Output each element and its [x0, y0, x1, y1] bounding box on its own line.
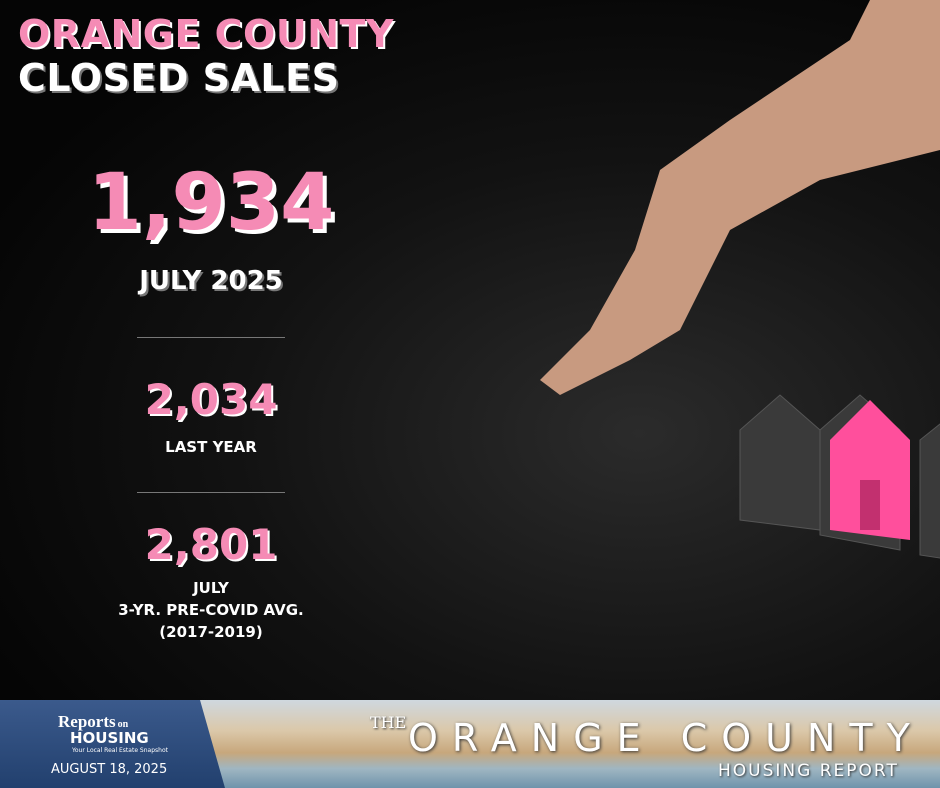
logo-housing: HOUSING — [70, 729, 149, 747]
divider — [137, 492, 285, 493]
current-label: JULY 2025 — [139, 266, 283, 296]
report-the: THE — [370, 713, 407, 732]
pre-covid-label: 3-YR. PRE-COVID AVG. — [118, 601, 304, 619]
logo-tagline: Your Local Real Estate Snapshot — [72, 747, 168, 754]
pre-covid-label: JULY — [193, 579, 229, 597]
current-value: 1,934 — [87, 158, 335, 248]
title-line2: CLOSED SALES — [18, 56, 340, 100]
pre-covid-label: (2017-2019) — [159, 623, 263, 641]
divider — [137, 337, 285, 338]
pink-house — [830, 400, 910, 540]
report-subtitle: HOUSING REPORT — [718, 761, 899, 781]
footer-banner — [200, 700, 940, 788]
door — [860, 480, 880, 530]
logo-reports: Reports — [58, 712, 116, 731]
logo-on: on — [117, 719, 129, 730]
last-year-value: 2,034 — [144, 375, 278, 424]
footer-panel — [0, 700, 225, 788]
logo: Reports on — [58, 712, 128, 732]
last-year-label: LAST YEAR — [165, 438, 257, 456]
title-line1: ORANGE COUNTY — [18, 12, 394, 56]
footer-date: AUGUST 18, 2025 — [51, 762, 168, 777]
hand — [540, 0, 940, 395]
report-name: ORANGE COUNTY — [408, 716, 924, 760]
pre-covid-value: 2,801 — [144, 520, 278, 569]
illustration — [540, 0, 940, 559]
